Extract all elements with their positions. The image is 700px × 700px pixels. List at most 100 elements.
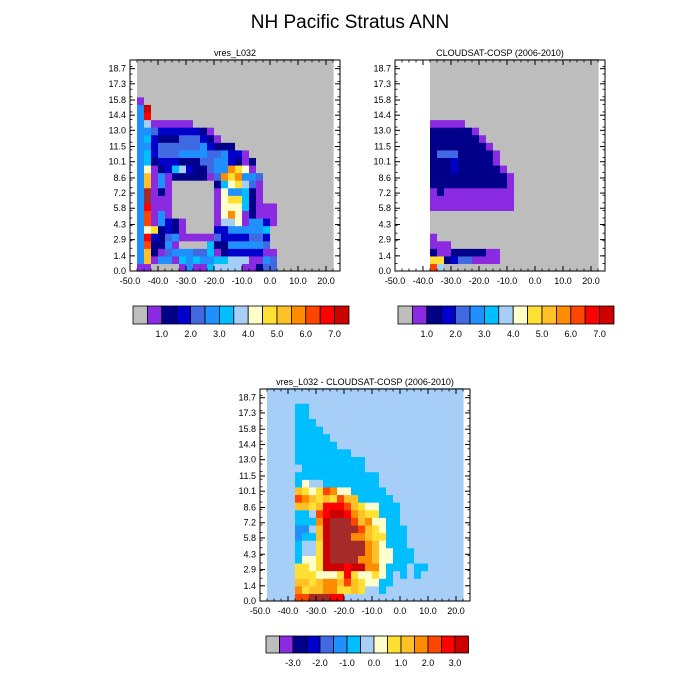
heatmap-cell [137,195,145,204]
heatmap-cell [281,403,289,412]
heatmap-cell [372,425,380,435]
heatmap-cell [137,74,145,83]
heatmap-cell [428,464,436,473]
heatmap-cell [267,425,275,435]
heatmap-cell [144,225,152,234]
heatmap-cell [458,81,466,90]
heatmap-cell [465,58,473,68]
heatmap-cell [407,403,415,412]
heatmap-cell [416,81,424,90]
heatmap-cell [428,562,436,572]
heatmap-cell [326,195,334,204]
heatmap-cell [270,104,278,113]
heatmap-cell [323,524,331,534]
heatmap-cell [414,517,422,526]
heatmap-cell [486,240,494,249]
heatmap-cell [316,456,324,465]
heatmap-cell [563,195,571,204]
heatmap-cell [235,58,243,68]
heatmap-cell [326,240,334,249]
heatmap-cell [556,96,564,105]
heatmap-cell [386,387,394,397]
heatmap-cell [507,104,515,113]
y-tick-label: 1.4 [113,251,126,261]
heatmap-cell [270,263,278,272]
heatmap-cell [549,111,557,121]
heatmap-cell [570,142,578,151]
heatmap-cell [305,111,313,121]
heatmap-cell [323,395,331,404]
y-tick-label: 18.7 [373,64,391,74]
heatmap-cell [458,111,466,121]
heatmap-cell [337,425,345,435]
heatmap-cell [456,593,464,602]
heatmap-cell [444,74,452,83]
heatmap-cell [421,433,429,442]
heatmap-cell [358,486,366,496]
heatmap-cell [430,180,438,189]
heatmap-cell [305,89,313,98]
heatmap-cell [570,195,578,204]
heatmap-cell [421,547,429,556]
heatmap-cell [344,456,352,465]
heatmap-cell [379,425,387,435]
heatmap-cell [465,180,473,189]
heatmap-cell [535,104,543,113]
heatmap-cell [493,111,501,121]
heatmap-cell [316,448,324,457]
heatmap-cell [277,104,285,113]
heatmap-cell [465,202,473,211]
heatmap-cell [235,164,243,174]
heatmap-cell [372,585,380,594]
x-tick-label: 20.0 [317,276,335,286]
heatmap-cell [514,74,522,83]
heatmap-cell [323,410,331,419]
heatmap-cell [263,127,271,136]
heatmap-cell [584,119,592,128]
heatmap-cell [437,89,445,98]
y-axis: 0.01.42.94.35.87.28.610.111.513.014.415.… [108,64,340,276]
colorbar-box [306,635,321,654]
heatmap-cell [372,479,380,488]
heatmap-cell [421,540,429,549]
heatmap-cell [416,202,424,211]
heatmap-cell [521,164,529,174]
heatmap-cell [309,524,317,534]
colorbar-box [387,635,402,654]
heatmap-cell [270,81,278,90]
heatmap-cell [421,418,429,427]
heatmap-cell [151,233,159,242]
heatmap-cell [172,89,180,98]
heatmap-cell [305,104,313,113]
heatmap-cell [486,119,494,128]
heatmap-cell [372,547,380,556]
heatmap-cell [437,111,445,121]
heatmap-cell [270,111,278,121]
heatmap-cell [456,471,464,480]
heatmap-cell [274,517,282,526]
colorbar-label: 3.0 [449,658,462,668]
y-tick-label: 11.5 [109,142,126,152]
heatmap-cell [256,217,264,227]
heatmap-cell [549,195,557,204]
heatmap-cell [451,240,459,249]
heatmap-cell [556,89,564,98]
heatmap-cell [319,202,327,211]
heatmap-cell [444,58,452,68]
heatmap-cell [235,104,243,113]
heatmap-cell [563,255,571,265]
heatmap-cell [295,555,303,564]
heatmap-cell [386,410,394,419]
heatmap-cell [549,263,557,272]
heatmap-cell [521,111,529,121]
heatmap-cell [235,180,243,189]
heatmap-cell [323,585,331,594]
heatmap-cell [451,74,459,83]
heatmap-cell [193,134,201,143]
heatmap-cell [451,255,459,265]
heatmap-cell [235,149,243,158]
heatmap-cell [137,225,145,234]
heatmap-cell [428,509,436,518]
heatmap-cell [151,240,159,249]
heatmap-cell [151,96,159,105]
